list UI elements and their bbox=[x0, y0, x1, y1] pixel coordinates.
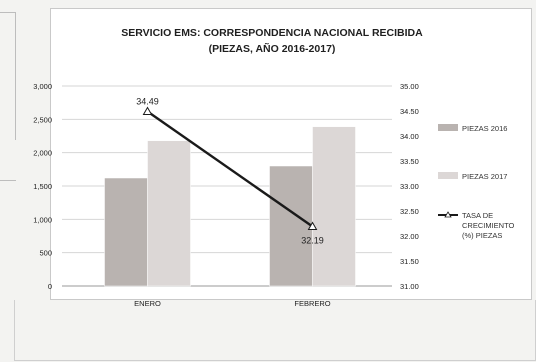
growth-line: 34.49 32.19 bbox=[136, 97, 324, 246]
right-tick-label: 35.00 bbox=[400, 82, 419, 91]
left-edge-line-lower bbox=[0, 180, 16, 181]
line-marker bbox=[142, 106, 153, 115]
right-tick-label: 31.50 bbox=[400, 257, 419, 266]
right-tick-label: 31.00 bbox=[400, 282, 419, 291]
line-marker bbox=[307, 221, 318, 230]
right-tick-label: 33.50 bbox=[400, 157, 419, 166]
growth-line-path bbox=[146, 110, 314, 228]
bar bbox=[147, 140, 191, 287]
category-label: ENERO bbox=[134, 299, 161, 308]
bar bbox=[269, 165, 313, 287]
left-axis: 0 500 1,000 1,500 2,000 2,500 3,000 bbox=[33, 82, 52, 291]
left-tick-label: 1,500 bbox=[33, 182, 52, 191]
category-axis: ENERO FEBRERO bbox=[134, 299, 331, 308]
left-tick-label: 2,500 bbox=[33, 115, 52, 124]
legend-swatch-2017 bbox=[438, 172, 458, 179]
legend-marker-growth bbox=[444, 211, 452, 218]
legend: PIEZAS 2016 PIEZAS 2017 TASA DECRECIMIENTO… bbox=[438, 124, 515, 240]
bars bbox=[104, 126, 356, 287]
category-label: FEBRERO bbox=[294, 299, 330, 308]
legend-label-2017: PIEZAS 2017 bbox=[462, 172, 507, 181]
right-tick-label: 32.50 bbox=[400, 207, 419, 216]
left-edge-line bbox=[0, 12, 16, 13]
data-label: 34.49 bbox=[136, 97, 159, 107]
legend-label-2016: PIEZAS 2016 bbox=[462, 124, 507, 133]
bar bbox=[312, 126, 356, 287]
right-tick-label: 33.00 bbox=[400, 182, 419, 191]
legend-swatch-2016 bbox=[438, 124, 458, 131]
right-tick-label: 34.00 bbox=[400, 132, 419, 141]
legend-label-growth: CRECIMIENTO bbox=[462, 221, 515, 230]
left-edge-vertical-line bbox=[15, 12, 16, 140]
chart-subtitle: (PIEZAS, AÑO 2016-2017) bbox=[209, 42, 336, 55]
chart-title: SERVICIO EMS: CORRESPONDENCIA NACIONAL R… bbox=[121, 27, 423, 39]
left-tick-label: 0 bbox=[48, 282, 52, 291]
left-tick-label: 500 bbox=[39, 249, 52, 258]
left-tick-label: 3,000 bbox=[33, 82, 52, 91]
legend-label-growth: (%) PIEZAS bbox=[462, 231, 502, 240]
right-tick-label: 32.00 bbox=[400, 232, 419, 241]
legend-label-growth: TASA DE bbox=[462, 211, 493, 220]
data-label: 32.19 bbox=[301, 236, 324, 246]
bar bbox=[104, 177, 148, 287]
right-tick-label: 34.50 bbox=[400, 107, 419, 116]
right-axis: 31.00 31.50 32.00 32.50 33.00 33.50 34.00 34.50… bbox=[400, 82, 419, 291]
left-tick-label: 2,000 bbox=[33, 149, 52, 158]
left-tick-label: 1,000 bbox=[33, 215, 52, 224]
